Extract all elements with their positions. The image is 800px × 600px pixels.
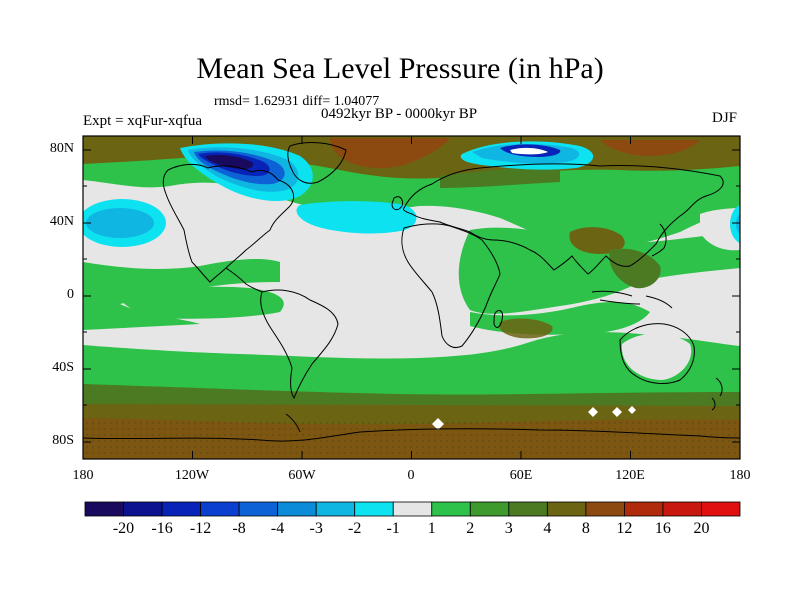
coast-madagascar <box>493 309 503 328</box>
field-asia-olive-2 <box>609 248 661 289</box>
lon-label-120w: 120W <box>174 468 210 483</box>
colorbar-swatch <box>585 501 625 517</box>
field-npac-low-inner <box>86 208 154 238</box>
colorbar-swatch <box>354 501 394 517</box>
colorbar-label: -8 <box>232 520 246 537</box>
field-natl-band <box>296 201 417 234</box>
coast-antarctica <box>83 428 740 442</box>
colorbar-swatch <box>469 501 510 517</box>
field-arctic-low-5 <box>205 154 254 170</box>
coast-greenland <box>287 142 347 184</box>
field-eastpac-grey <box>700 208 740 251</box>
colorbar-label: 2 <box>466 520 475 537</box>
lat-label-equator: 0 <box>67 287 74 302</box>
statistics-label: rmsd= 1.62931 diff= 1.04077 <box>214 94 380 109</box>
season-label: DJF <box>712 110 738 126</box>
field-north-darkgreen <box>440 166 560 188</box>
lat-label-40n: 40N <box>49 214 74 229</box>
lon-label-180w: 180 <box>72 468 94 483</box>
coast-africa <box>401 223 501 349</box>
lat-tick-marks <box>83 149 740 443</box>
colorbar-swatch <box>200 501 240 517</box>
field-australia-grey <box>621 333 692 380</box>
colorbar-swatch <box>662 501 702 517</box>
colorbar-label: -4 <box>270 520 285 537</box>
colorbar-swatch <box>546 501 587 517</box>
lon-label-60e: 60E <box>509 468 533 483</box>
coastlines <box>83 142 740 442</box>
coast-new-zealand <box>711 377 723 411</box>
period-label: 0492kyr BP - 0000kyr BP <box>321 106 478 122</box>
colorbar-swatch <box>508 501 548 517</box>
colorbar-swatch <box>431 501 471 517</box>
colorbar-swatch <box>701 501 741 517</box>
coast-uk <box>391 196 403 211</box>
colorbar-label: -16 <box>151 520 173 537</box>
lat-label-80n: 80N <box>49 141 74 156</box>
pressure-field <box>83 136 740 459</box>
colorbar-swatch <box>277 501 317 517</box>
field-siberia-low-white <box>510 147 548 155</box>
lon-tick-marks <box>82 136 741 459</box>
field-north-brown-2 <box>600 140 700 156</box>
colorbar-label: 3 <box>504 520 513 537</box>
colorbar-swatch <box>161 501 201 517</box>
field-south-green <box>83 332 740 402</box>
field-south-darkgreen <box>83 384 740 406</box>
colorbar-label: 12 <box>616 520 633 537</box>
colorbar-label: -1 <box>386 520 400 537</box>
colorbar-label: 8 <box>581 520 590 537</box>
coast-south-america <box>260 289 339 400</box>
colorbar-swatch <box>315 501 356 517</box>
lon-label-180e: 180 <box>729 468 751 483</box>
colorbar-label: 20 <box>693 520 710 537</box>
colorbar-label: -12 <box>189 520 212 537</box>
coast-indonesia <box>591 290 673 309</box>
coast-central-america <box>225 267 263 293</box>
coast-japan <box>651 223 667 257</box>
colorbar-swatch <box>123 501 163 517</box>
colorbar-label: 1 <box>427 520 436 537</box>
field-north-brown <box>330 138 450 168</box>
colorbar-label: -20 <box>112 520 135 537</box>
field-pacific-green <box>83 259 280 330</box>
coast-australia <box>619 323 695 384</box>
lon-label-60w: 60W <box>288 468 316 483</box>
colorbar-label: 4 <box>543 520 552 537</box>
coast-north-america <box>162 163 294 283</box>
field-indian-olive <box>499 318 553 339</box>
field-pacific-east-green <box>120 286 284 319</box>
colorbar <box>84 501 741 517</box>
colorbar-label: -2 <box>348 520 362 537</box>
coast-eurasia <box>403 163 724 275</box>
colorbar-swatch <box>84 501 124 517</box>
coast-antarctic-peninsula <box>285 413 301 433</box>
map-title: Mean Sea Level Pressure (in hPa) <box>196 52 604 85</box>
field-asia-olive <box>569 227 625 254</box>
colorbar-label: 16 <box>654 520 671 537</box>
colorbar-swatch <box>392 501 433 517</box>
lon-label-0: 0 <box>407 468 415 483</box>
field-npac-low-east <box>730 204 740 244</box>
colorbar-label: -3 <box>309 520 323 537</box>
field-npac-low-east-inner <box>736 213 740 235</box>
colorbar-swatch <box>624 501 664 517</box>
lon-label-120e: 120E <box>615 468 645 483</box>
colorbar-swatch <box>238 501 279 517</box>
experiment-label: Expt = xqFur-xqfua <box>83 113 202 129</box>
lat-label-80s: 80S <box>52 433 74 448</box>
lat-label-40s: 40S <box>52 360 74 375</box>
